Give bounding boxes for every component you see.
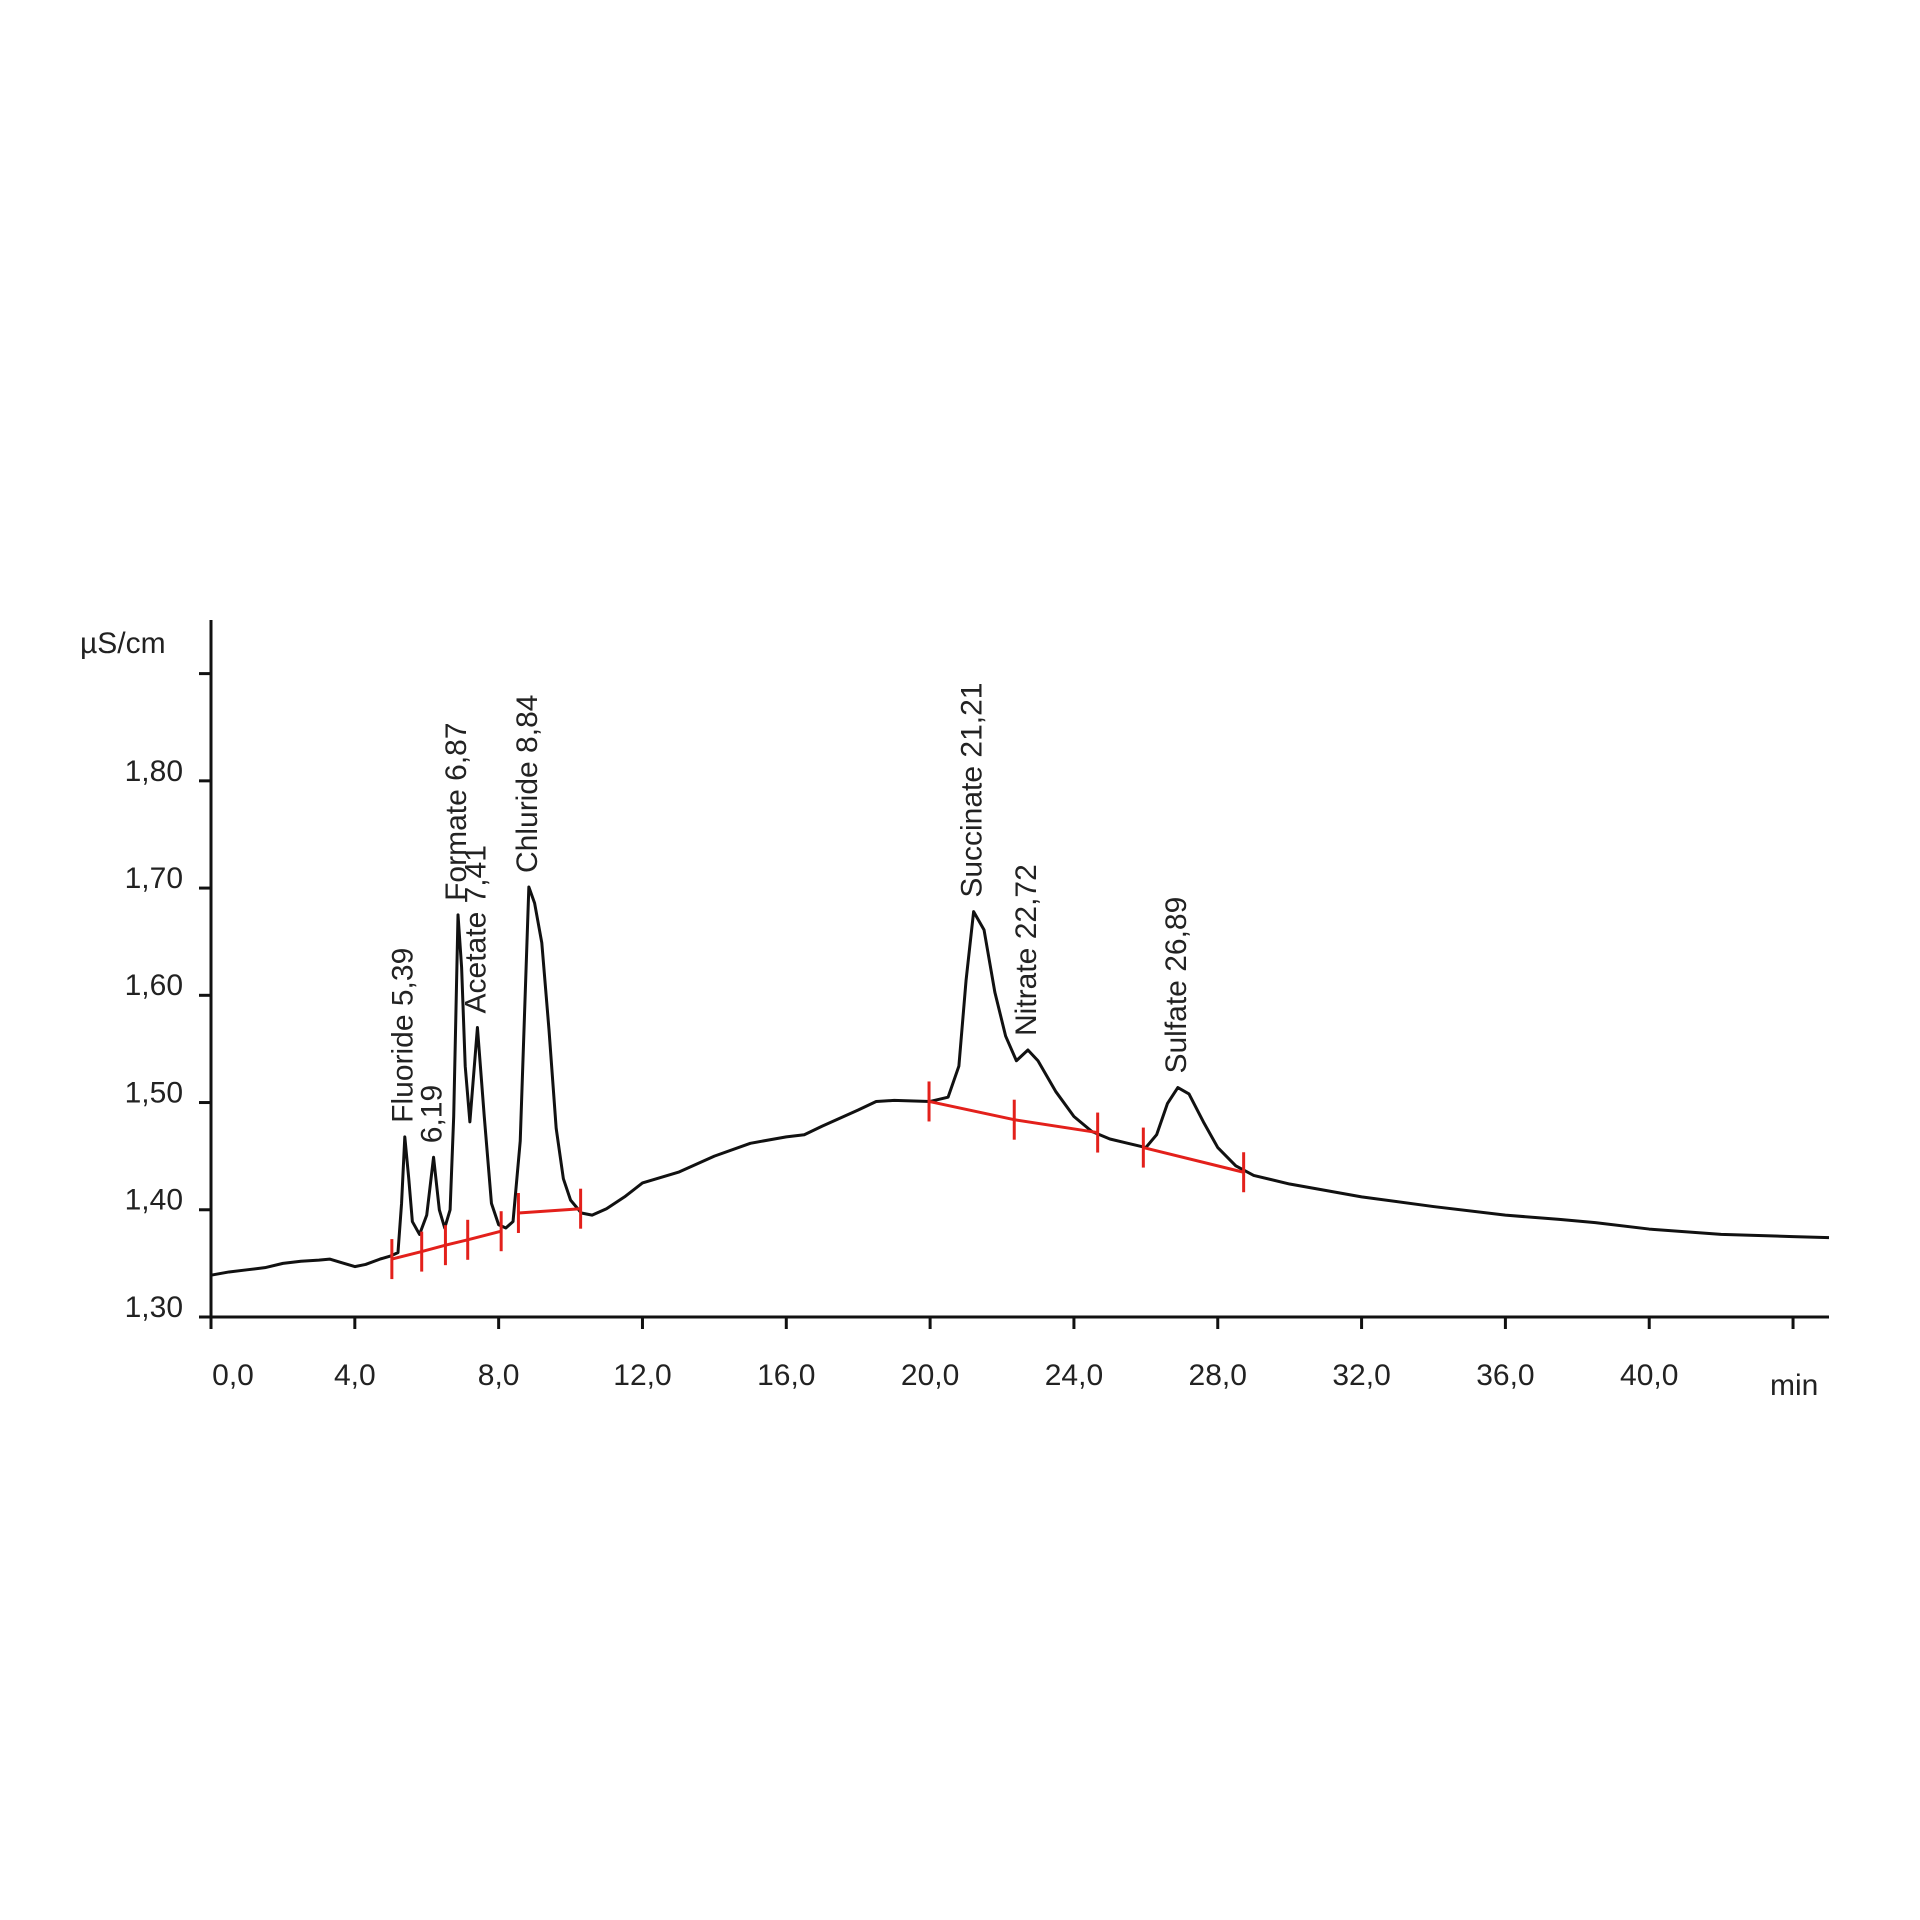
y-tick-label: 1,70 [125, 862, 183, 895]
y-tick-label: 1,50 [125, 1076, 183, 1109]
x-tick-label: 8,0 [478, 1359, 520, 1392]
y-axis-label: µS/cm [80, 627, 166, 660]
peak-label: 6,19 [415, 1085, 448, 1143]
peak-label: Succinate 21,21 [956, 683, 989, 898]
signal-line [210, 885, 1830, 1277]
peak-label: Acetate 7,41 [459, 845, 492, 1013]
peak-label: Formate 6,87 [440, 722, 473, 900]
peak-label: Sulfate 26,89 [1160, 897, 1193, 1074]
peak-label: Fluoride 5,39 [387, 948, 420, 1123]
x-tick-label: 36,0 [1476, 1359, 1534, 1392]
peak-label: Chluride 8,84 [511, 695, 544, 873]
x-tick-label: 32,0 [1332, 1359, 1390, 1392]
x-tick-label: 16,0 [757, 1359, 815, 1392]
y-tick-label: 1,40 [125, 1184, 183, 1217]
integration-baseline [1142, 1146, 1244, 1174]
y-tick-label: 1,60 [125, 969, 183, 1002]
y-tick-label: 1,30 [125, 1291, 183, 1324]
x-tick-label: 40,0 [1620, 1359, 1678, 1392]
integration-baseline [518, 1207, 581, 1215]
x-tick-label: 20,0 [901, 1359, 959, 1392]
x-tick-label: 24,0 [1045, 1359, 1103, 1392]
peak-label: Nitrate 22,72 [1010, 864, 1043, 1036]
x-tick-label: 4,0 [334, 1359, 376, 1392]
x-tick-label: 12,0 [613, 1359, 671, 1392]
y-tick-label: 1,80 [125, 755, 183, 788]
x-axis-label: min [1770, 1369, 1818, 1402]
x-tick-label: 0,0 [212, 1359, 254, 1392]
x-tick-label: 28,0 [1189, 1359, 1247, 1392]
